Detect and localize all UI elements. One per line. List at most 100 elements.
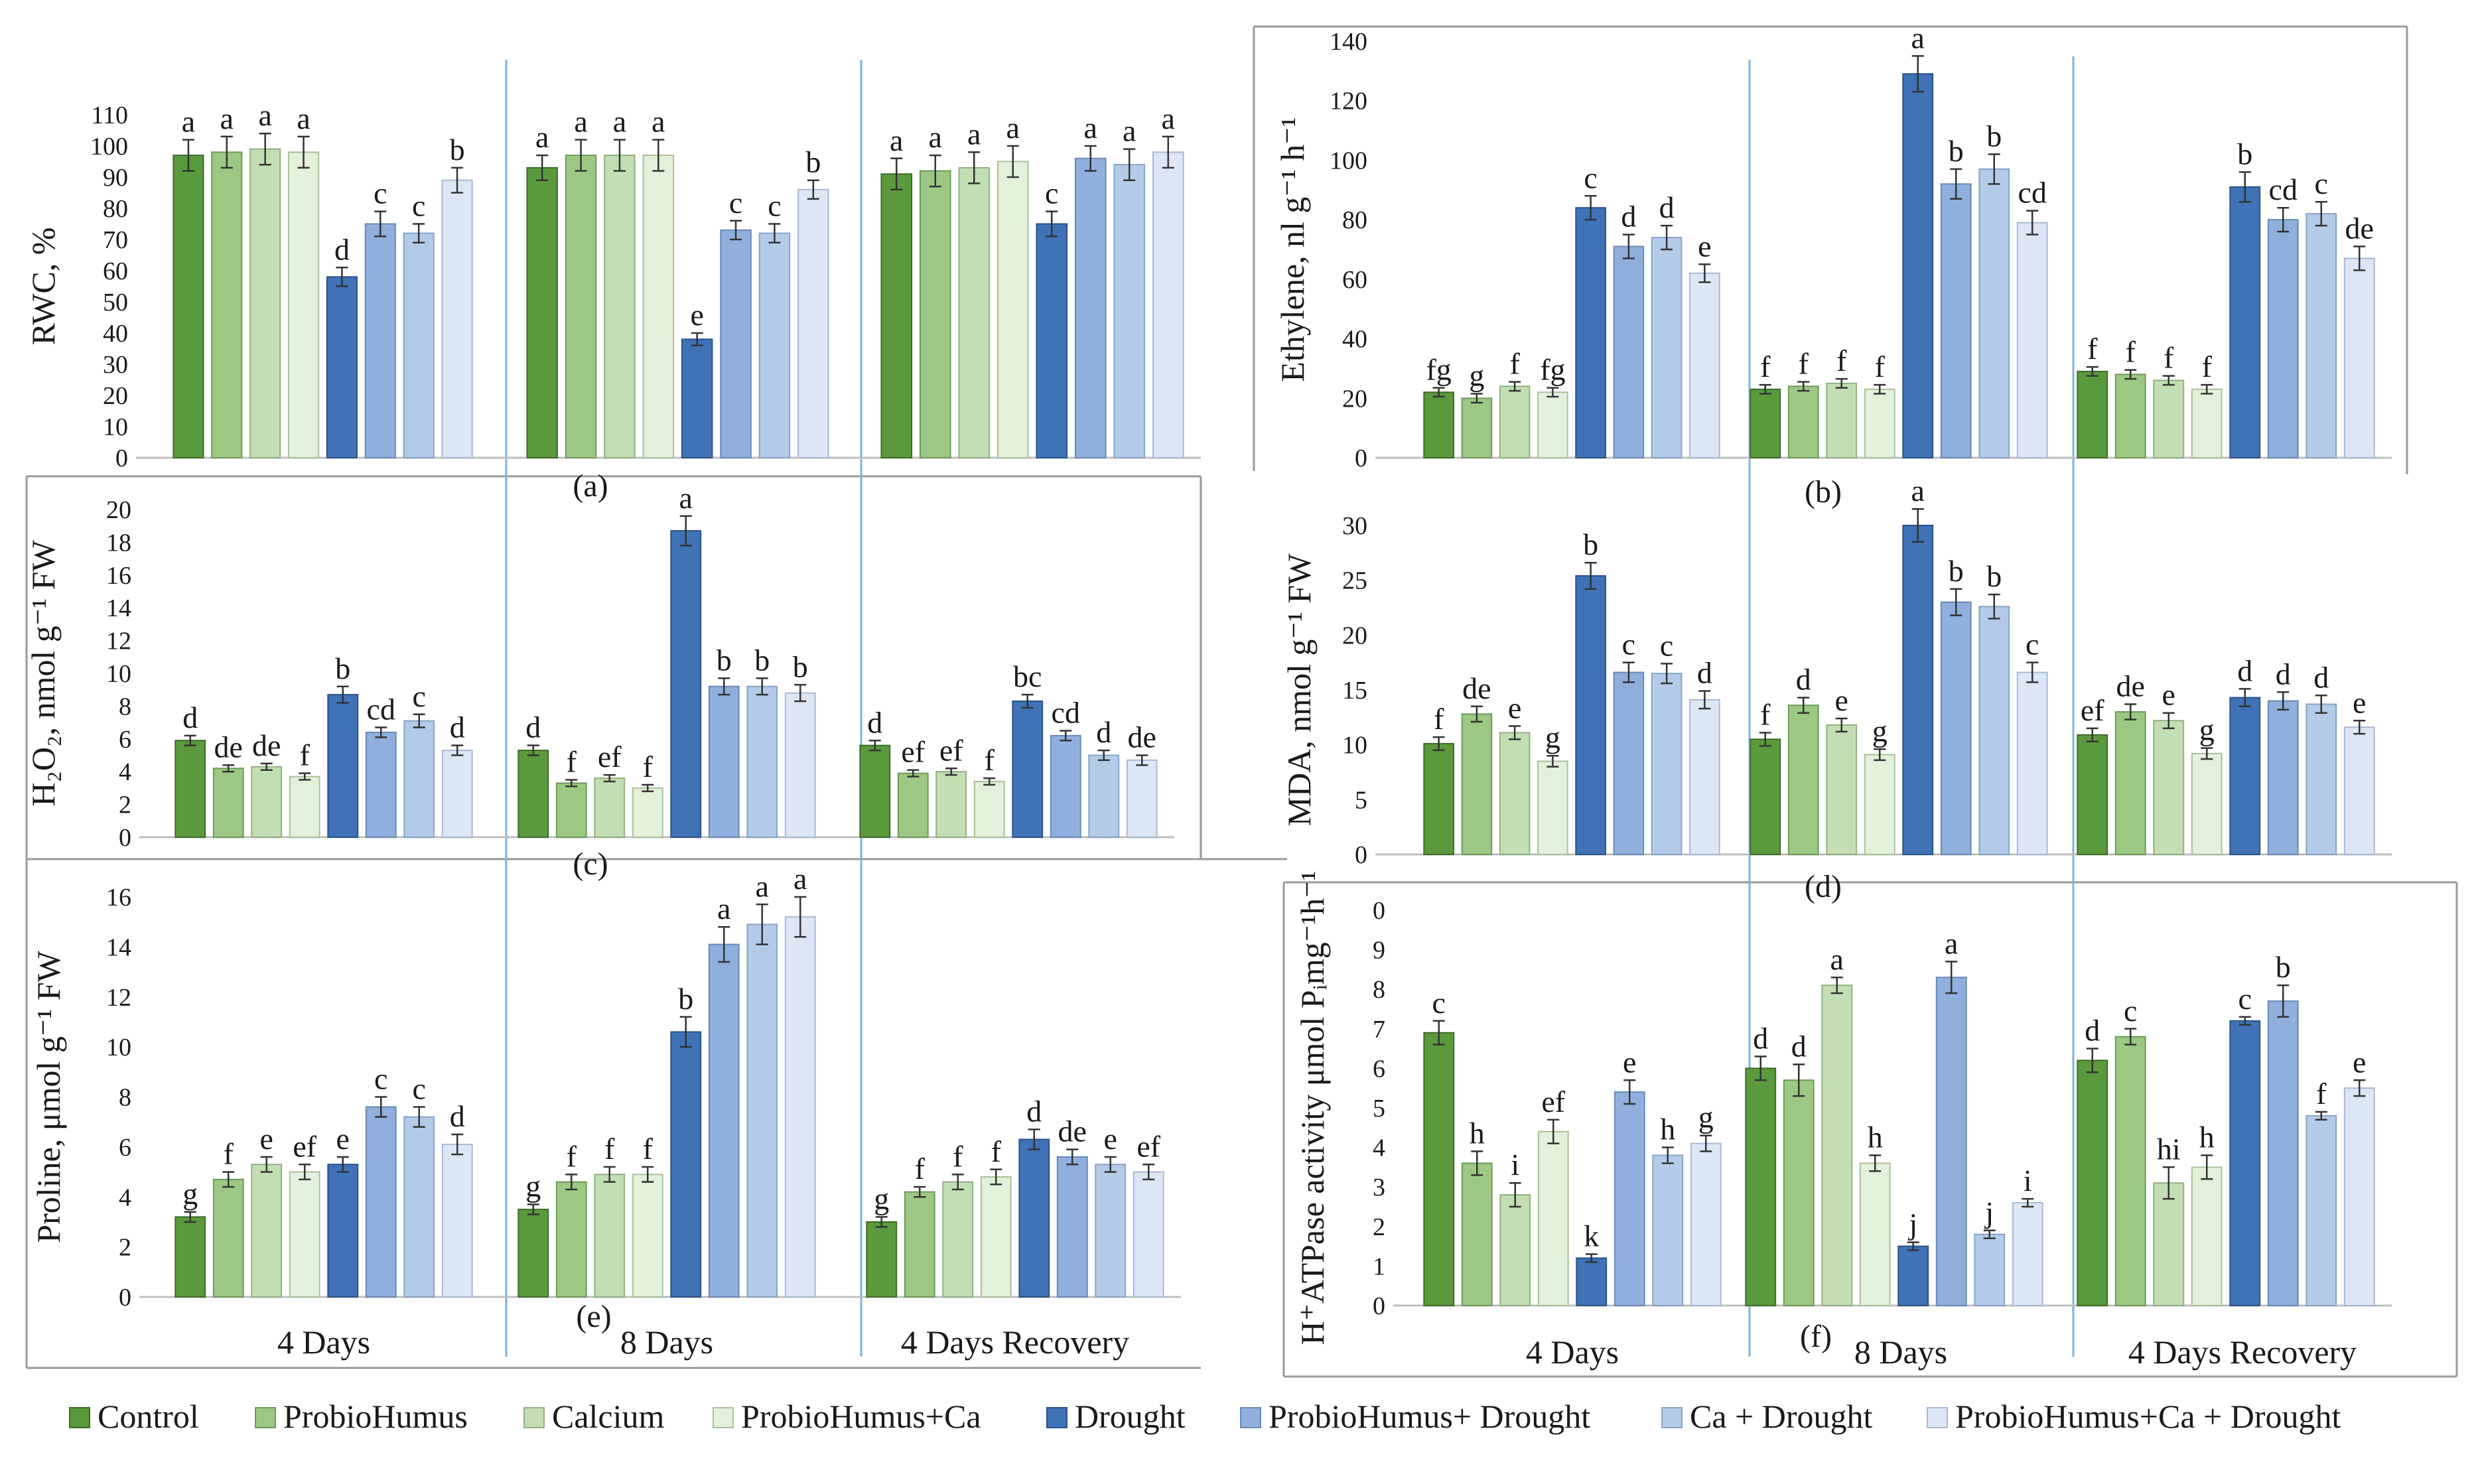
- y-tick-label: 100: [90, 133, 128, 161]
- significance-letter: c: [1432, 986, 1446, 1020]
- significance-letter: e: [260, 1122, 273, 1156]
- significance-letter: ef: [2081, 693, 2104, 727]
- y-tick-label: 1: [1373, 1252, 1385, 1280]
- significance-letter: c: [1660, 628, 1673, 662]
- x-group-label: 4 Days: [277, 1323, 370, 1361]
- significance-letter: c: [413, 1072, 426, 1106]
- legend-swatch: [1046, 1407, 1067, 1428]
- legend-swatch: [69, 1407, 90, 1428]
- significance-letter: fg: [1540, 353, 1565, 387]
- y-tick-label: 20: [103, 382, 128, 410]
- significance-letter: f: [2202, 350, 2213, 383]
- bar-a-2-2: [958, 167, 991, 458]
- chart-f: 0 1 2 3 4 5 6 7 8 9 0 H⁺ATPase activity μmol Pᵢmg⁻¹…: [1294, 871, 2392, 1354]
- significance-letter: g: [1698, 1101, 1714, 1134]
- legend-label: ProbioHumus+ Drought: [1269, 1398, 1590, 1435]
- bar-e-0-0: [174, 1216, 206, 1298]
- y-tick-label: 9: [1373, 937, 1385, 965]
- significance-letter: a: [182, 105, 195, 139]
- significance-letter: a: [890, 123, 903, 157]
- significance-letter: f: [300, 738, 310, 772]
- y-axis-label: RWC, %: [25, 228, 62, 346]
- y-tick-label: 6: [119, 1134, 131, 1162]
- bar-d-0-0: [1423, 743, 1454, 855]
- significance-letter: bc: [1013, 659, 1042, 693]
- y-tick-label: 10: [103, 413, 128, 441]
- significance-letter: ef: [598, 740, 622, 774]
- significance-letter: ef: [1541, 1085, 1565, 1118]
- bar-f-1-6: [1974, 1233, 2006, 1306]
- significance-letter: g: [1469, 359, 1484, 393]
- significance-letter: a: [756, 869, 769, 903]
- bar-f-1-5: [1935, 977, 1967, 1306]
- bar-c-0-5: [365, 731, 397, 839]
- significance-letter: f: [1836, 344, 1847, 377]
- y-tick-label: 2: [1373, 1213, 1385, 1241]
- bar-c-2-6: [1088, 754, 1120, 838]
- significance-letter: c: [2315, 167, 2328, 200]
- significance-letter: e: [1508, 691, 1521, 725]
- bar-b-1-2: [1826, 382, 1858, 458]
- bar-d-1-0: [1750, 738, 1781, 856]
- y-tick-label: 140: [1330, 28, 1367, 56]
- significance-letter: d: [1791, 1029, 1807, 1063]
- significance-letter: d: [525, 710, 541, 744]
- bar-c-2-0: [859, 744, 891, 839]
- bar-d-2-2: [2153, 720, 2185, 855]
- y-tick-label: 4: [119, 758, 131, 786]
- y-tick-label: 60: [103, 257, 128, 285]
- bar-f-0-1: [1461, 1162, 1493, 1306]
- bar-d-2-7: [2343, 726, 2375, 856]
- significance-letter: de: [214, 730, 243, 764]
- significance-letter: d: [1697, 656, 1712, 690]
- significance-letter: f: [2316, 1077, 2327, 1111]
- y-tick-label: 2: [119, 791, 131, 819]
- x-group-label: 4 Days: [1526, 1333, 1619, 1371]
- bar-f-0-5: [1614, 1091, 1645, 1307]
- y-axis-label: H⁺ATPase activity μmol Pᵢmg⁻¹h⁻¹: [1294, 871, 1331, 1345]
- significance-letter: a: [1911, 474, 1925, 507]
- y-tick-label: 0: [115, 444, 128, 472]
- bar-e-0-7: [441, 1144, 473, 1298]
- bar-c-1-1: [555, 782, 587, 838]
- significance-letter: f: [1509, 347, 1520, 381]
- significance-letter: g: [182, 1177, 198, 1211]
- significance-letter: f: [1760, 697, 1771, 731]
- y-tick-label: 14: [106, 933, 131, 961]
- significance-letter: d: [1796, 663, 1811, 697]
- significance-letter: c: [1045, 176, 1058, 210]
- bar-b-1-5: [1940, 183, 1972, 458]
- significance-letter: ef: [293, 1129, 316, 1163]
- y-tick-label: 70: [103, 226, 128, 254]
- significance-letter: e: [1104, 1122, 1117, 1156]
- significance-letter: f: [1875, 350, 1886, 383]
- significance-letter: f: [643, 1132, 653, 1166]
- bar-d-1-5: [1940, 601, 1972, 855]
- bar-f-1-3: [1859, 1162, 1891, 1306]
- bar-c-2-2: [935, 771, 967, 838]
- bar-f-2-7: [2343, 1087, 2375, 1306]
- bar-b-2-7: [2343, 257, 2375, 458]
- significance-letter: e: [2353, 685, 2366, 719]
- legend-swatch: [713, 1407, 734, 1428]
- significance-letter: cd: [1052, 695, 1080, 729]
- bar-c-0-6: [403, 720, 435, 838]
- significance-letter: a: [1945, 926, 1958, 960]
- significance-letter: a: [1084, 111, 1097, 145]
- bar-a-0-1: [211, 151, 243, 458]
- significance-letter: b: [2276, 950, 2291, 984]
- significance-letter: a: [574, 105, 587, 139]
- legend-label: Drought: [1075, 1398, 1186, 1435]
- bar-c-0-2: [251, 766, 283, 839]
- significance-letter: de: [1462, 671, 1491, 705]
- bar-e-2-4: [1018, 1138, 1050, 1298]
- significance-letter: c: [374, 1062, 387, 1096]
- bar-b-1-6: [1978, 168, 2010, 458]
- bar-e-2-7: [1133, 1171, 1164, 1298]
- bar-f-2-5: [2267, 1000, 2299, 1306]
- legend-label: Calcium: [552, 1398, 665, 1435]
- bar-d-2-6: [2305, 703, 2337, 855]
- significance-letter: d: [2237, 653, 2252, 687]
- bar-d-0-3: [1537, 760, 1568, 856]
- bar-f-2-1: [2114, 1036, 2146, 1306]
